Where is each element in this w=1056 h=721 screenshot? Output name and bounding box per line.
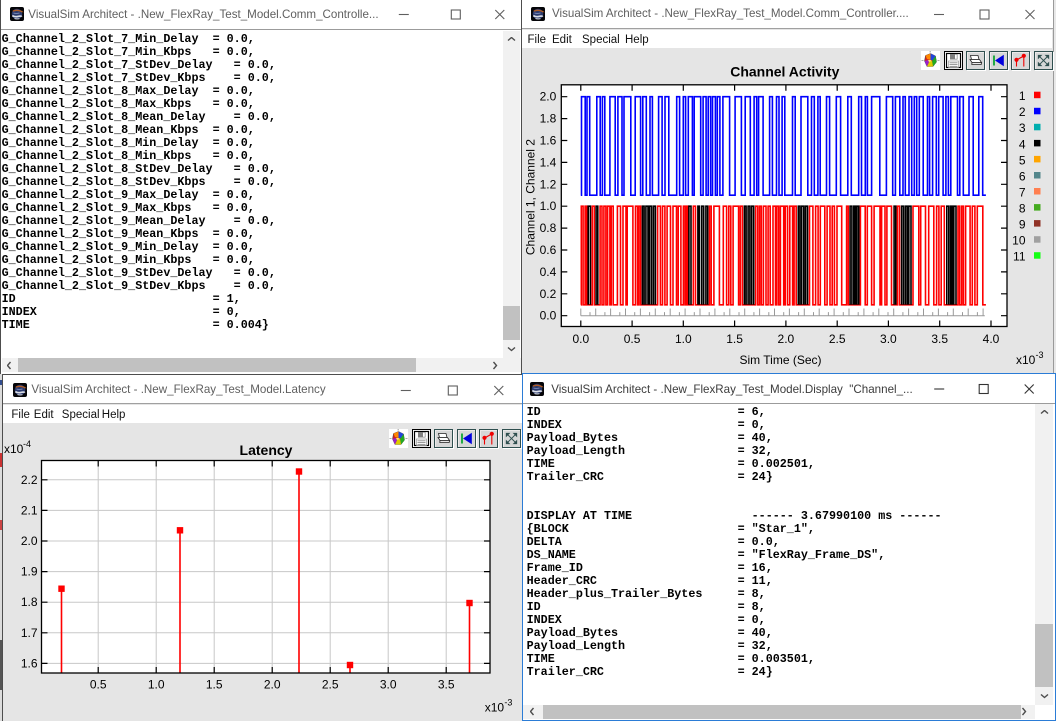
svg-text:0.5: 0.5 (623, 332, 640, 346)
svg-text:1.0: 1.0 (148, 677, 165, 691)
svg-text:4: 4 (1018, 137, 1025, 151)
svg-text:1.9: 1.9 (21, 564, 38, 578)
svg-text:2.5: 2.5 (322, 677, 339, 691)
svg-text:1.5: 1.5 (206, 677, 223, 691)
svg-text:1.6: 1.6 (21, 656, 38, 670)
svg-text:2.0: 2.0 (264, 677, 281, 691)
svg-text:4.0: 4.0 (982, 332, 999, 346)
svg-text:0.0: 0.0 (572, 332, 589, 346)
svg-text:0.6: 0.6 (539, 243, 556, 257)
svg-text:Channel 1, Channel 2: Channel 1, Channel 2 (523, 138, 537, 254)
svg-text:-3: -3 (504, 697, 512, 707)
svg-text:1.7: 1.7 (21, 625, 38, 639)
svg-text:x10: x10 (485, 700, 505, 714)
svg-text:1.8: 1.8 (21, 595, 38, 609)
svg-text:8: 8 (1018, 201, 1025, 215)
svg-text:1.8: 1.8 (539, 111, 556, 125)
svg-text:2.5: 2.5 (828, 332, 845, 346)
svg-text:2.2: 2.2 (21, 472, 38, 486)
svg-text:Sim Time (Sec): Sim Time (Sec) (739, 353, 821, 367)
svg-text:1: 1 (1018, 89, 1025, 103)
svg-text:0.2: 0.2 (539, 286, 556, 300)
svg-text:-4: -4 (23, 439, 31, 449)
svg-text:2.0: 2.0 (21, 534, 38, 548)
svg-text:x10: x10 (1016, 353, 1036, 367)
svg-text:0.5: 0.5 (90, 677, 107, 691)
svg-text:5: 5 (1018, 153, 1025, 167)
svg-text:7: 7 (1018, 185, 1025, 199)
svg-text:1.2: 1.2 (539, 177, 556, 191)
svg-text:1.0: 1.0 (674, 332, 691, 346)
svg-text:2.1: 2.1 (21, 503, 38, 517)
svg-text:Latency: Latency (240, 442, 293, 458)
svg-text:3.5: 3.5 (438, 677, 455, 691)
svg-text:Channel Activity: Channel Activity (730, 63, 839, 79)
svg-text:3.0: 3.0 (380, 677, 397, 691)
svg-text:1.6: 1.6 (539, 133, 556, 147)
svg-text:6: 6 (1018, 169, 1025, 183)
svg-text:1.4: 1.4 (539, 155, 556, 169)
svg-text:x10: x10 (4, 442, 24, 456)
svg-text:-3: -3 (1035, 350, 1043, 360)
svg-text:1.5: 1.5 (726, 332, 743, 346)
svg-text:2.0: 2.0 (777, 332, 794, 346)
svg-text:0.8: 0.8 (539, 221, 556, 235)
svg-text:3.0: 3.0 (880, 332, 897, 346)
svg-text:11: 11 (1013, 249, 1026, 263)
svg-text:0.0: 0.0 (539, 308, 556, 322)
svg-text:0.4: 0.4 (539, 264, 556, 278)
svg-text:1.0: 1.0 (539, 199, 556, 213)
svg-text:3: 3 (1018, 121, 1025, 135)
svg-text:10: 10 (1012, 233, 1026, 247)
svg-text:2: 2 (1018, 105, 1025, 119)
svg-text:9: 9 (1018, 217, 1025, 231)
svg-text:2.0: 2.0 (539, 89, 556, 103)
svg-text:3.5: 3.5 (931, 332, 948, 346)
